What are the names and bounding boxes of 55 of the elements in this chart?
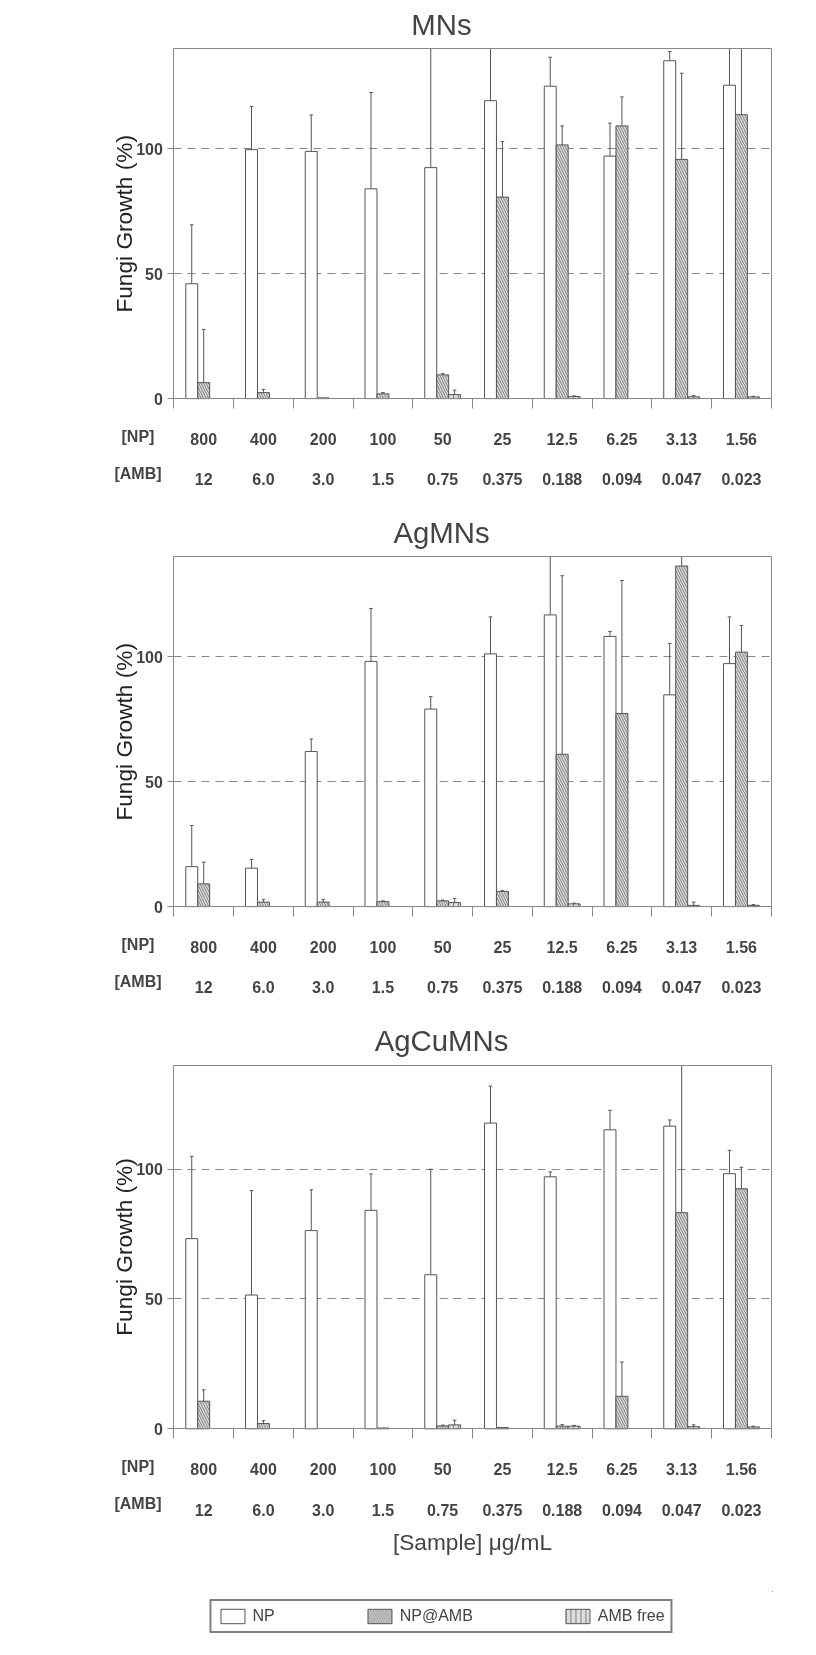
category-label: 3.13 0.047 [661,938,702,997]
category-label: 400 6.0 [250,430,277,489]
text: [AMB] [114,465,162,483]
category-label: 3.13 0.047 [661,430,702,489]
category-label: 25 0.375 [482,938,523,997]
legend-label: AMB free [597,1607,665,1625]
y-axis-title: Fungi Growth (%) [110,1158,137,1336]
category-label: 1.56 0.023 [721,938,762,997]
category-label: 50 0.75 [427,938,459,997]
category-label: 12.5 0.188 [542,1460,583,1519]
category-label: 25 0.375 [482,430,523,489]
category-label: 1.56 0.023 [721,1460,762,1519]
text: [AMB] [114,1495,162,1513]
category-label: 800 12 [190,1460,218,1519]
category-label: 25 0.375 [482,1460,523,1519]
chart-title: AgMNs [393,515,490,549]
text: [NP] [121,936,155,954]
category-label: 6.25 0.094 [601,430,642,489]
category-label: 400 6.0 [250,1460,277,1519]
y-tick-label: 0 [153,898,163,916]
y-tick-label: 0 [153,1420,163,1438]
category-label: 12.5 0.188 [542,430,583,489]
category-label: 200 3.0 [309,1460,337,1519]
text: [NP] [121,1458,155,1476]
category-label: 400 6.0 [250,938,277,997]
chart-title: AgCuMNs [374,1023,509,1057]
category-label: 100 1.5 [369,938,397,997]
y-axis-title: Fungi Growth (%) [110,643,137,821]
category-label: 200 3.0 [309,938,337,997]
category-label: 200 3.0 [309,430,337,489]
category-label: 1.56 0.023 [721,430,762,489]
category-label: 100 1.5 [369,1460,397,1519]
y-tick-label: 100 [136,648,163,666]
y-axis-title: Fungi Growth (%) [110,135,137,313]
text: [NP] [121,428,155,446]
x-axis-title: [Sample] μg/mL [392,1529,553,1556]
y-tick-label: 0 [153,390,163,408]
y-tick-label: 100 [136,1161,163,1179]
y-tick-label: 50 [145,773,163,791]
text: [AMB] [114,973,162,991]
category-label: 6.25 0.094 [601,1460,642,1519]
y-tick-label: 50 [145,1290,163,1308]
y-tick-label: 100 [136,140,163,158]
category-label: 50 0.75 [427,430,459,489]
category-label: 12.5 0.188 [542,938,583,997]
legend-label: NP [252,1607,275,1625]
y-tick-label: 50 [145,265,163,283]
category-label: 100 1.5 [369,430,397,489]
category-label: 800 12 [190,938,218,997]
legend-label: NP@AMB [399,1607,473,1625]
category-label: 800 12 [190,430,218,489]
category-label: 3.13 0.047 [661,1460,702,1519]
category-label: 50 0.75 [427,1460,459,1519]
category-label: 6.25 0.094 [601,938,642,997]
chart-title: MNs [411,7,472,41]
